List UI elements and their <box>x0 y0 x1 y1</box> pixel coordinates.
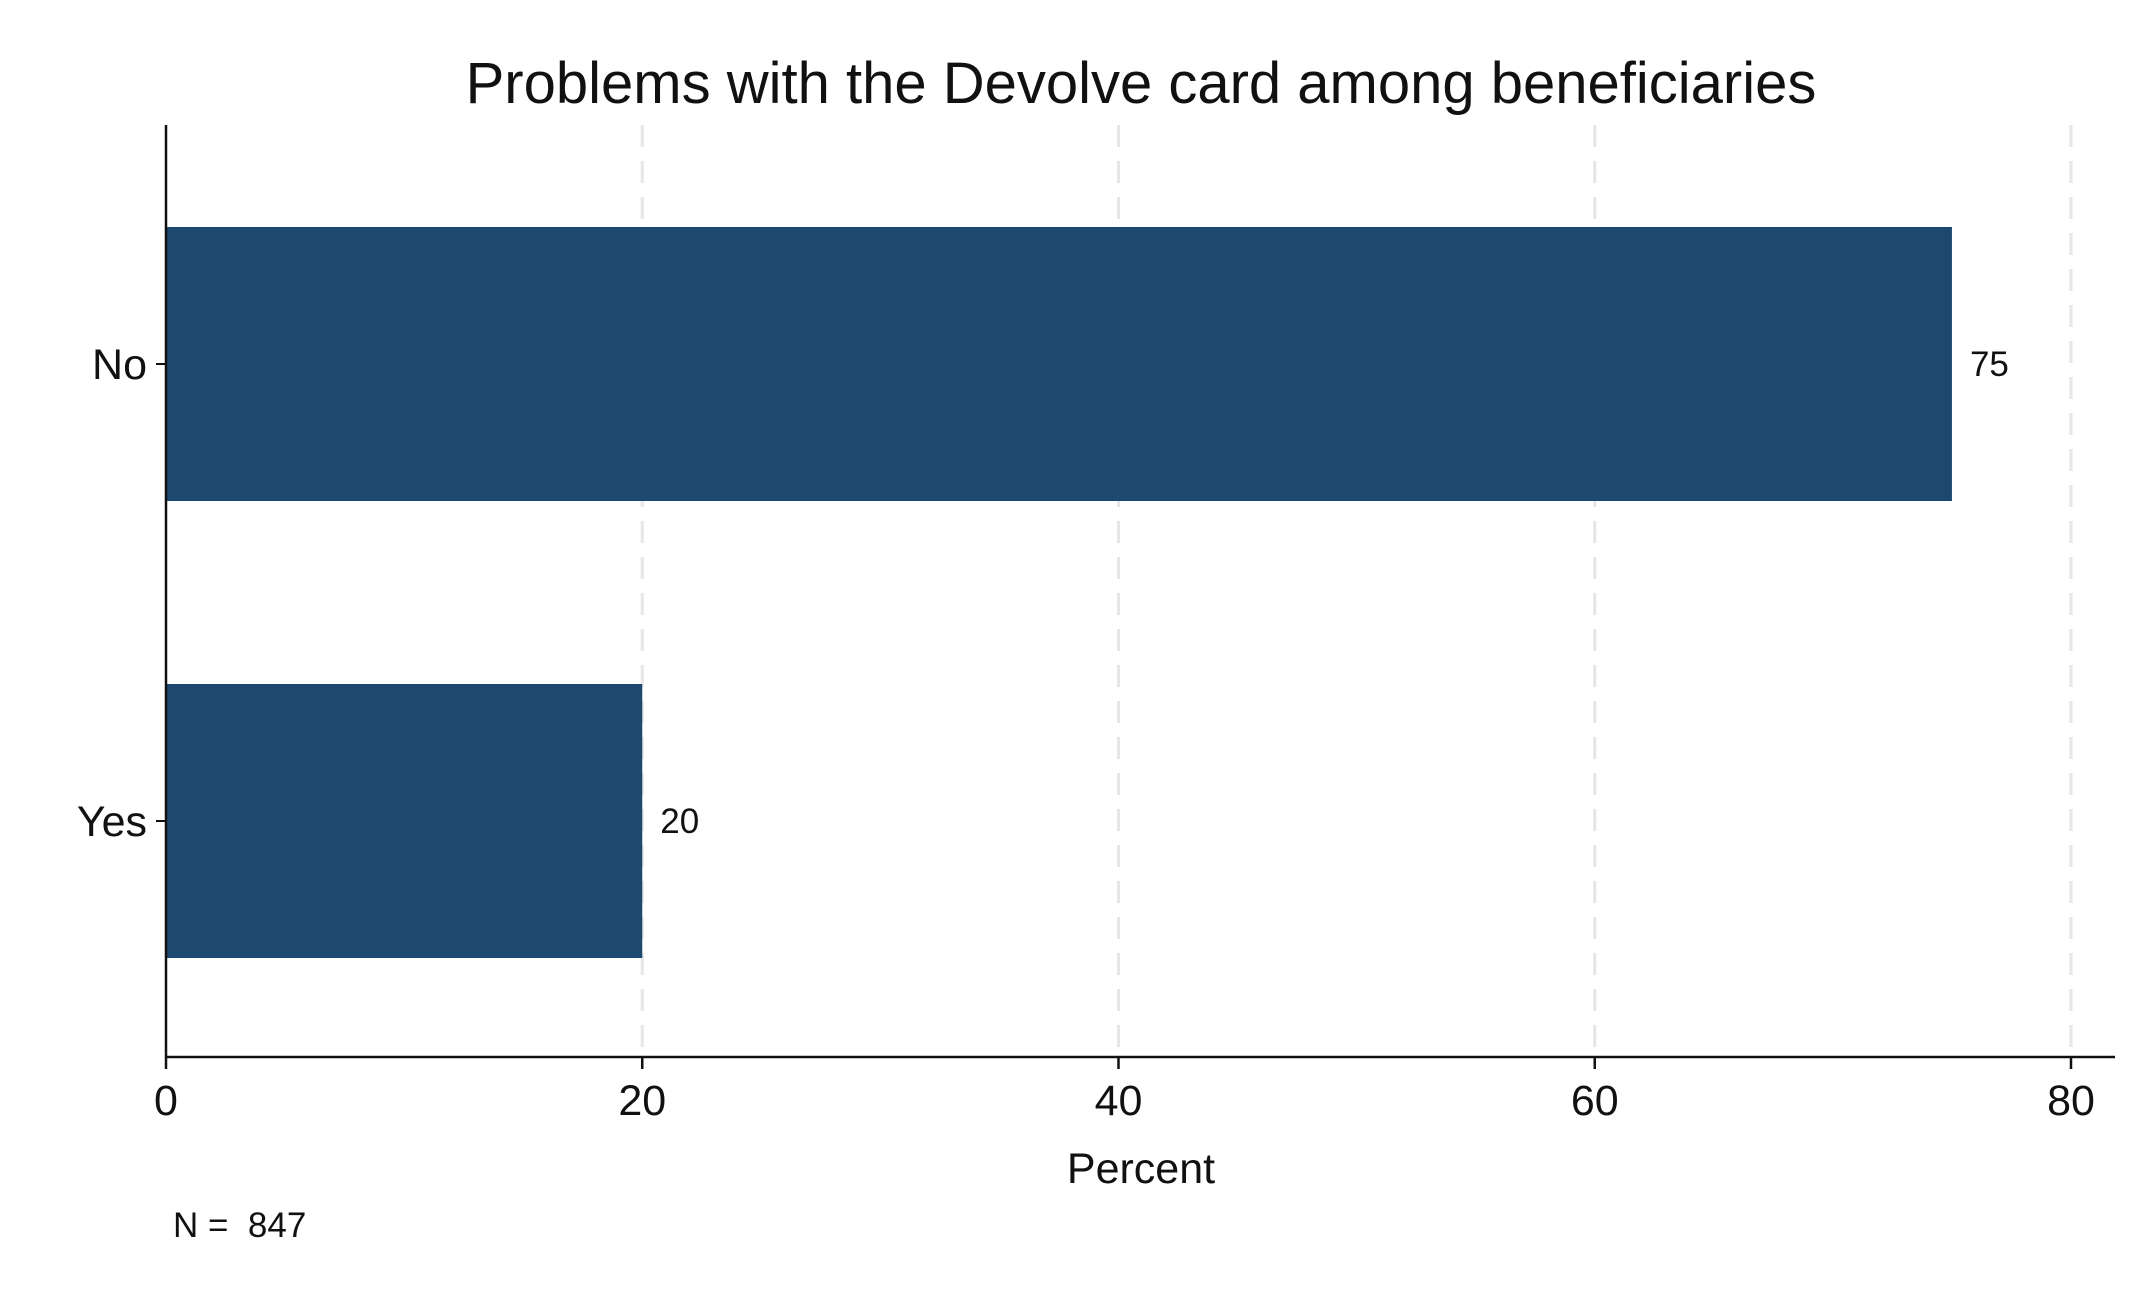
x-tick-label: 0 <box>154 1077 178 1125</box>
data-label-yes: 20 <box>660 802 699 841</box>
category-label-yes: Yes <box>77 798 147 846</box>
x-tick-label: 60 <box>1571 1077 1619 1125</box>
bar-no <box>166 227 1952 501</box>
x-tick-label: 80 <box>2047 1077 2095 1125</box>
x-axis-label: Percent <box>1067 1145 1215 1193</box>
data-label-no: 75 <box>1970 345 2009 384</box>
bar-yes <box>166 684 643 958</box>
axes: No Yes 0 20 40 60 80 <box>77 125 2115 1125</box>
x-tick-label: 40 <box>1095 1077 1143 1125</box>
chart-title: Problems with the Devolve card among ben… <box>466 51 1817 116</box>
category-label-no: No <box>92 341 147 389</box>
bars: 75 20 <box>166 227 2009 958</box>
x-tick-label: 20 <box>618 1077 666 1125</box>
sample-size-note: N = 847 <box>173 1206 306 1245</box>
